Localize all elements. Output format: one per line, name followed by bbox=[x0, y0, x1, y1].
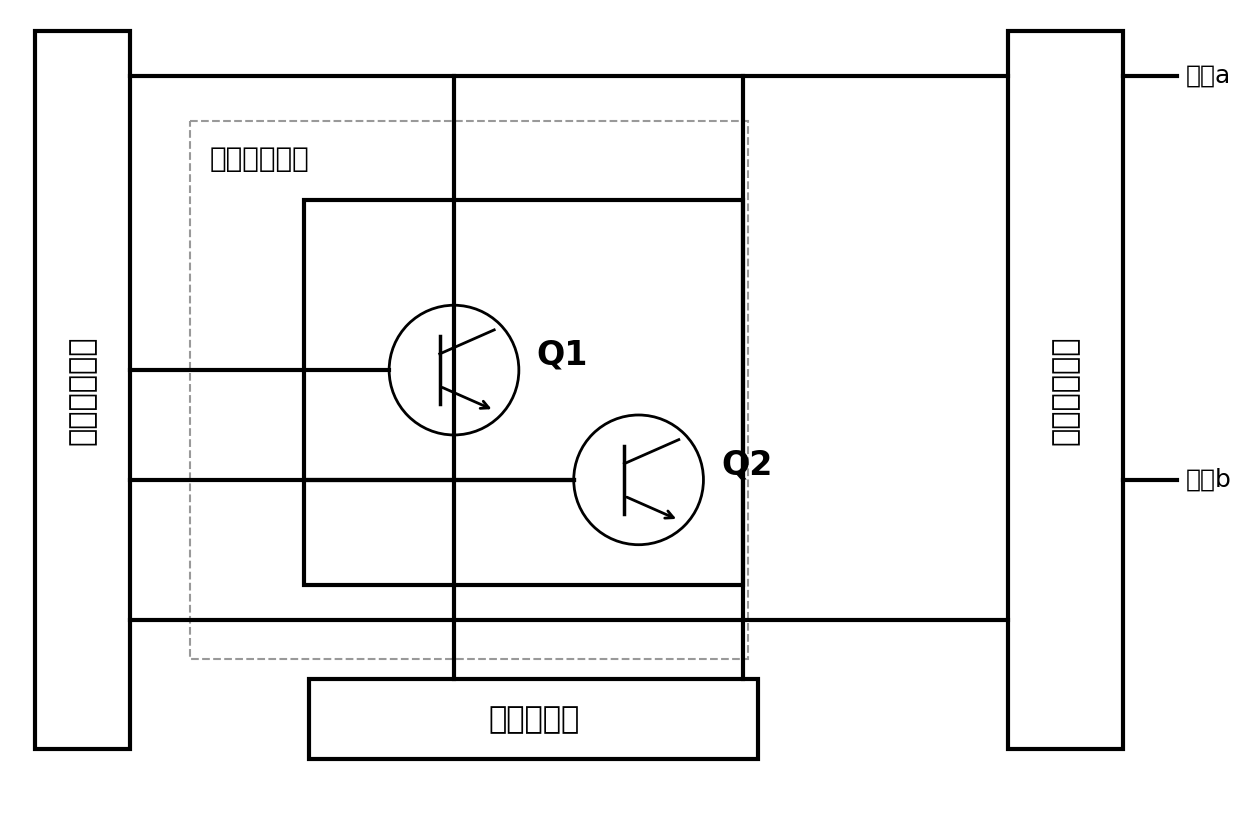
Text: 输出隔离电路: 输出隔离电路 bbox=[1050, 335, 1080, 445]
Bar bbox=[35, 31, 130, 749]
Text: 端口b: 端口b bbox=[1185, 468, 1231, 492]
Text: 增益元件电路: 增益元件电路 bbox=[210, 145, 309, 173]
Bar bbox=[304, 201, 743, 584]
Text: Q2: Q2 bbox=[722, 448, 773, 482]
Bar bbox=[190, 121, 749, 659]
Text: 拼流圈电路: 拼流圈电路 bbox=[489, 704, 579, 734]
Text: Q1: Q1 bbox=[537, 339, 588, 372]
Text: 端口a: 端口a bbox=[1185, 64, 1230, 88]
Bar bbox=[1008, 31, 1122, 749]
Bar bbox=[309, 680, 759, 760]
Text: 混沌振荡环路: 混沌振荡环路 bbox=[68, 335, 97, 445]
